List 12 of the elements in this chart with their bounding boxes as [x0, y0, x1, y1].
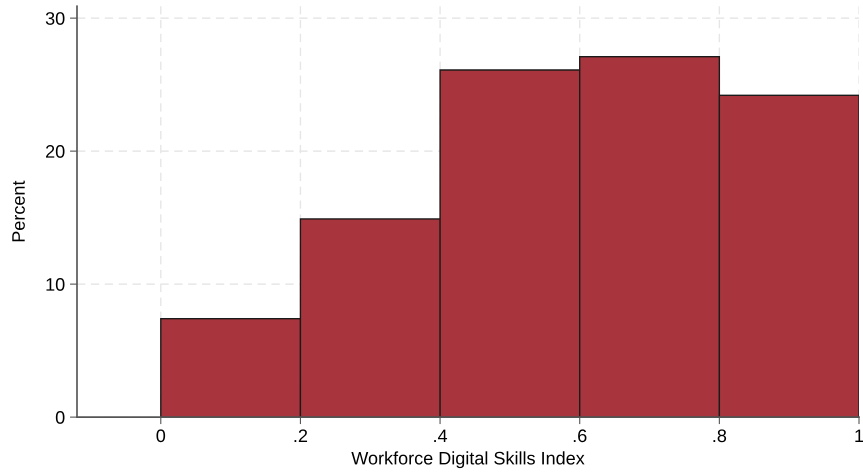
y-tick-label: 20 [46, 145, 64, 158]
y-tick-label: 30 [46, 12, 64, 25]
x-tick-label: .6 [574, 429, 586, 442]
x-tick-label: 0 [156, 429, 166, 442]
x-tick-label: 1 [855, 430, 863, 442]
x-tick-label: .4 [434, 430, 448, 442]
y-axis-title: Percent [12, 180, 25, 242]
x-tick-label: .8 [713, 429, 726, 442]
y-tick-label: 0 [56, 411, 64, 424]
x-axis-title: Workforce Digital Skills Index [351, 451, 585, 468]
x-tick-label: .2 [294, 429, 308, 442]
y-tick-label: 10 [46, 278, 64, 291]
